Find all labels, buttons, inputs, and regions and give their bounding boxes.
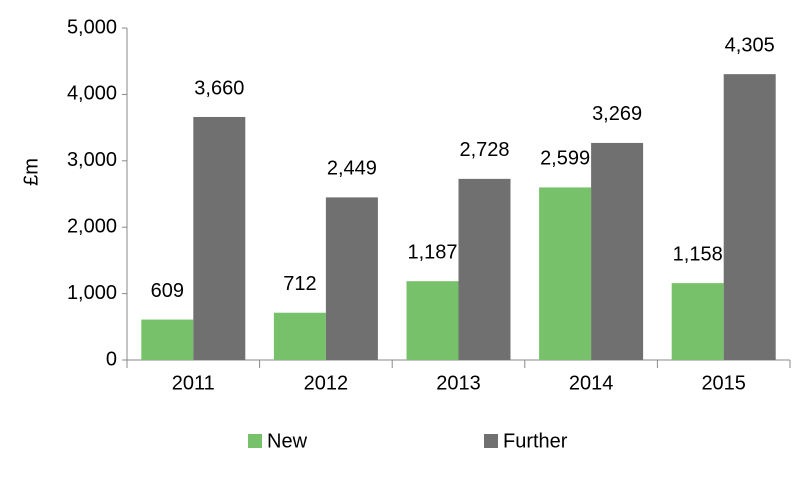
bar	[193, 116, 246, 360]
y-tick-label: 3,000	[67, 149, 117, 171]
value-label: 2,449	[327, 158, 377, 180]
x-tick-label: 2013	[436, 372, 481, 394]
bar	[273, 312, 326, 360]
value-label: 2,728	[459, 139, 509, 161]
value-label: 3,269	[592, 103, 642, 125]
bar	[325, 197, 378, 360]
y-tick-label: 5,000	[67, 16, 117, 38]
bar	[141, 319, 194, 360]
legend-swatch	[248, 434, 262, 448]
value-label: 4,305	[725, 34, 775, 56]
bar	[723, 74, 776, 360]
value-label: 712	[283, 273, 316, 295]
legend-label: New	[267, 430, 308, 452]
value-label: 1,158	[673, 243, 723, 265]
value-label: 3,660	[194, 77, 244, 99]
y-axis-label: £m	[20, 158, 42, 186]
bar	[539, 187, 592, 360]
legend-label: Further	[503, 430, 568, 452]
bar	[458, 178, 511, 360]
value-label: 1,187	[407, 241, 457, 263]
y-tick-label: 1,000	[67, 282, 117, 304]
x-tick-label: 2015	[701, 372, 746, 394]
bar	[591, 142, 644, 360]
x-tick-label: 2014	[569, 372, 614, 394]
y-tick-label: 2,000	[67, 215, 117, 237]
x-tick-label: 2012	[304, 372, 349, 394]
value-label: 609	[151, 280, 184, 302]
value-label: 2,599	[540, 148, 590, 170]
y-tick-label: 4,000	[67, 83, 117, 105]
legend-swatch	[484, 434, 498, 448]
bar	[406, 281, 459, 360]
x-tick-label: 2011	[172, 372, 215, 394]
bar	[671, 283, 724, 360]
y-tick-label: 0	[106, 348, 117, 370]
